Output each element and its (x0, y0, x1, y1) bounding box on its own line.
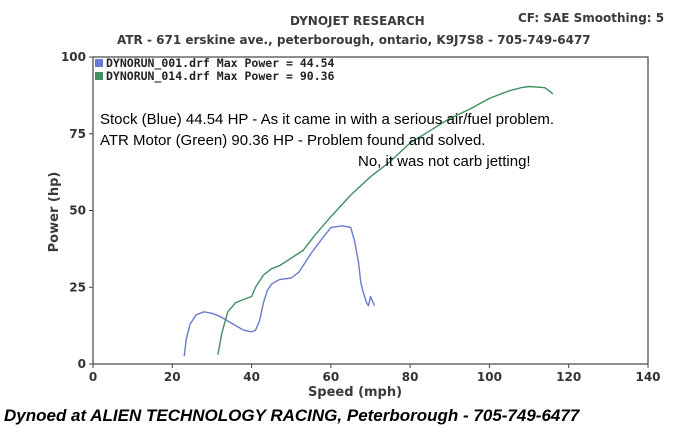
y-tick-label: 25 (69, 280, 86, 294)
series-line-atr-motor (217, 85, 554, 355)
x-axis-label: Speed (mph) (308, 385, 402, 400)
x-tick-label: 20 (164, 370, 181, 384)
legend-swatch-blue (95, 59, 103, 67)
y-tick-label: 75 (69, 127, 86, 141)
x-tick-label: 140 (635, 370, 660, 384)
annotation-jetting: No, it was not carb jetting! (358, 153, 531, 170)
legend-entry-014: DYNORUN_014.drf Max Power = 90.36 (106, 69, 335, 84)
x-axis-ticks: 0 20 40 60 80 100 120 140 (89, 364, 661, 384)
y-axis-ticks: 0 25 50 75 100 (61, 50, 93, 371)
legend-entry-001: DYNORUN_001.drf Max Power = 44.54 (106, 56, 335, 71)
legend-swatch-green (95, 72, 103, 80)
chart-title: DYNOJET RESEARCH (290, 14, 425, 28)
y-axis-label: Power (hp) (47, 172, 62, 253)
x-tick-label: 60 (323, 370, 340, 384)
series-lines (183, 85, 554, 357)
footer-caption: Dynoed at ALIEN TECHNOLOGY RACING, Peter… (4, 406, 580, 425)
y-tick-label: 100 (61, 50, 86, 64)
annotation-atr-motor: ATR Motor (Green) 90.36 HP - Problem fou… (100, 132, 485, 149)
plot-area (92, 56, 649, 365)
x-tick-label: 80 (402, 370, 419, 384)
x-tick-label: 0 (89, 370, 97, 384)
dyno-settings: CF: SAE Smoothing: 5 (518, 11, 665, 25)
annotation-stock: Stock (Blue) 44.54 HP - As it came in wi… (100, 111, 554, 128)
legend: DYNORUN_001.drf Max Power = 44.54 DYNORU… (95, 56, 335, 84)
x-tick-label: 120 (556, 370, 581, 384)
series-line-stock (183, 225, 376, 357)
x-tick-label: 40 (243, 370, 260, 384)
y-tick-label: 0 (78, 357, 86, 371)
x-tick-label: 100 (477, 370, 502, 384)
y-tick-label: 50 (69, 204, 86, 218)
shop-address: ATR - 671 erskine ave., peterborough, on… (117, 33, 591, 47)
